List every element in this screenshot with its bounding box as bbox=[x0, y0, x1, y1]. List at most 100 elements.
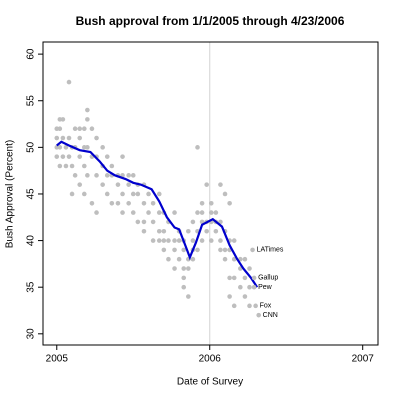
x-tick-label: 2007 bbox=[352, 354, 375, 365]
point bbox=[176, 238, 182, 243]
point bbox=[156, 191, 162, 197]
point bbox=[66, 79, 72, 85]
point bbox=[199, 210, 205, 215]
point bbox=[66, 154, 72, 159]
labeled-point bbox=[253, 303, 258, 309]
point bbox=[156, 210, 162, 215]
point bbox=[82, 163, 87, 169]
point bbox=[161, 228, 167, 234]
point bbox=[141, 219, 147, 225]
point bbox=[242, 256, 248, 262]
point bbox=[77, 154, 83, 159]
point bbox=[100, 182, 105, 187]
trend-line bbox=[56, 140, 259, 288]
point bbox=[231, 238, 237, 243]
point bbox=[85, 173, 90, 178]
point bbox=[190, 219, 196, 225]
point bbox=[242, 275, 248, 281]
point bbox=[176, 256, 182, 262]
point bbox=[195, 210, 200, 215]
point bbox=[85, 107, 90, 113]
point bbox=[172, 238, 177, 243]
point bbox=[126, 182, 131, 187]
point bbox=[195, 247, 200, 253]
point bbox=[199, 200, 205, 206]
point bbox=[213, 210, 219, 215]
point bbox=[204, 182, 209, 187]
point bbox=[150, 200, 156, 206]
point bbox=[181, 275, 187, 281]
point bbox=[181, 247, 187, 253]
point bbox=[94, 173, 99, 178]
annotation: Pew bbox=[258, 284, 273, 291]
point bbox=[57, 145, 63, 150]
point bbox=[109, 163, 115, 169]
point bbox=[166, 256, 171, 262]
point bbox=[115, 200, 121, 206]
point bbox=[181, 266, 187, 271]
point bbox=[141, 200, 147, 206]
point bbox=[222, 247, 228, 253]
point bbox=[231, 256, 237, 262]
point bbox=[186, 266, 191, 271]
point bbox=[89, 200, 95, 206]
x-tick-label: 2005 bbox=[46, 354, 69, 365]
labeled-point bbox=[256, 312, 261, 318]
point bbox=[57, 163, 63, 169]
y-tick-label: 55 bbox=[26, 95, 37, 107]
point bbox=[77, 126, 83, 132]
x-tick-label: 2006 bbox=[199, 354, 222, 365]
annotation: LATimes bbox=[257, 247, 284, 254]
y-axis-label: Bush Approval (Percent) bbox=[5, 140, 16, 248]
point bbox=[161, 247, 167, 253]
point bbox=[199, 238, 205, 243]
point bbox=[222, 191, 228, 197]
point bbox=[247, 303, 252, 309]
point bbox=[54, 154, 60, 159]
point bbox=[69, 191, 75, 197]
point bbox=[227, 275, 232, 281]
point bbox=[247, 266, 252, 271]
point bbox=[100, 145, 105, 150]
point bbox=[146, 210, 151, 215]
point bbox=[126, 173, 131, 178]
point bbox=[181, 284, 187, 290]
point bbox=[60, 135, 66, 141]
y-tick-label: 45 bbox=[26, 188, 37, 200]
point bbox=[69, 163, 75, 169]
point bbox=[195, 145, 200, 150]
y-tick-label: 60 bbox=[26, 48, 37, 60]
point bbox=[247, 284, 252, 290]
point bbox=[104, 191, 110, 197]
point bbox=[190, 256, 196, 262]
point bbox=[89, 126, 95, 132]
point bbox=[104, 173, 110, 178]
point bbox=[120, 154, 125, 159]
point bbox=[130, 210, 136, 215]
point bbox=[222, 256, 228, 262]
point bbox=[135, 219, 141, 225]
point bbox=[218, 238, 223, 243]
point bbox=[104, 154, 110, 159]
point bbox=[94, 210, 99, 215]
point bbox=[186, 228, 191, 234]
point bbox=[238, 284, 243, 290]
y-tick-label: 35 bbox=[26, 281, 37, 293]
point bbox=[186, 294, 191, 299]
point bbox=[218, 182, 223, 187]
point bbox=[208, 200, 214, 206]
point bbox=[150, 238, 156, 243]
point bbox=[130, 191, 136, 197]
point bbox=[94, 135, 99, 141]
point bbox=[172, 210, 177, 215]
point bbox=[227, 200, 232, 206]
point bbox=[190, 238, 196, 243]
labeled-point bbox=[251, 275, 257, 281]
point bbox=[218, 247, 223, 253]
point bbox=[150, 219, 156, 225]
point bbox=[130, 173, 136, 178]
point bbox=[63, 163, 69, 169]
point bbox=[204, 228, 209, 234]
point bbox=[231, 275, 237, 281]
point bbox=[208, 210, 214, 215]
